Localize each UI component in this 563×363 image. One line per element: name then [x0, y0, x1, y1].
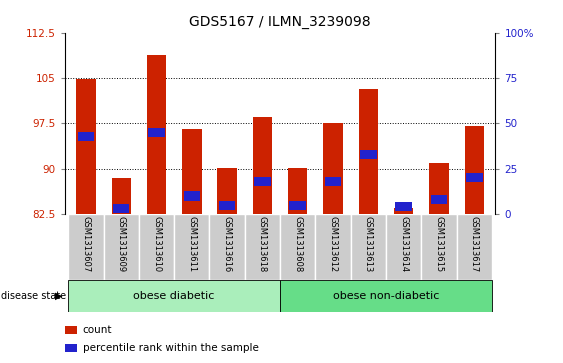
Text: GSM1313609: GSM1313609	[117, 216, 126, 272]
Bar	[245, 214, 280, 280]
Bar	[217, 168, 237, 214]
Text: GSM1313617: GSM1313617	[470, 216, 479, 272]
Bar	[65, 344, 77, 351]
Bar	[104, 214, 139, 280]
Text: obese diabetic: obese diabetic	[133, 291, 215, 301]
Bar	[113, 204, 129, 213]
Bar	[429, 163, 449, 214]
Bar	[76, 79, 96, 214]
Bar	[288, 168, 307, 214]
Text: disease state: disease state	[1, 291, 66, 301]
Bar	[464, 126, 484, 214]
Text: GSM1313611: GSM1313611	[187, 216, 196, 272]
Bar	[219, 201, 235, 210]
Text: GSM1313615: GSM1313615	[435, 216, 444, 272]
Bar	[148, 128, 165, 137]
Bar	[65, 326, 77, 334]
Bar	[466, 174, 482, 183]
Bar	[184, 192, 200, 200]
Bar	[289, 201, 306, 210]
Bar	[280, 280, 492, 312]
Text: GSM1313610: GSM1313610	[152, 216, 161, 272]
Bar	[68, 280, 280, 312]
Bar	[386, 214, 421, 280]
Bar	[209, 214, 245, 280]
Bar	[325, 177, 341, 186]
Text: GSM1313618: GSM1313618	[258, 216, 267, 272]
Text: obese non-diabetic: obese non-diabetic	[333, 291, 439, 301]
Bar	[421, 214, 457, 280]
Bar	[78, 132, 94, 141]
Bar	[182, 130, 202, 214]
Bar	[147, 55, 166, 214]
Text: GSM1313614: GSM1313614	[399, 216, 408, 272]
Bar	[174, 214, 209, 280]
Text: count: count	[83, 325, 113, 335]
Bar	[111, 178, 131, 214]
Text: GSM1313608: GSM1313608	[293, 216, 302, 272]
Text: GSM1313612: GSM1313612	[329, 216, 338, 272]
Text: ▶: ▶	[55, 291, 62, 301]
Bar	[351, 214, 386, 280]
Bar	[254, 177, 271, 186]
Bar	[68, 214, 104, 280]
Bar	[253, 117, 272, 214]
Bar	[395, 203, 412, 212]
Text: GSM1313613: GSM1313613	[364, 216, 373, 272]
Bar	[359, 89, 378, 214]
Text: GSM1313616: GSM1313616	[222, 216, 231, 272]
Bar	[394, 208, 413, 214]
Bar	[139, 214, 174, 280]
Bar	[280, 214, 315, 280]
Bar	[457, 214, 492, 280]
Bar	[315, 214, 351, 280]
Text: percentile rank within the sample: percentile rank within the sample	[83, 343, 259, 352]
Title: GDS5167 / ILMN_3239098: GDS5167 / ILMN_3239098	[189, 15, 371, 29]
Text: GSM1313607: GSM1313607	[82, 216, 91, 272]
Bar	[323, 123, 343, 214]
Bar	[360, 150, 377, 159]
Bar	[431, 195, 447, 204]
